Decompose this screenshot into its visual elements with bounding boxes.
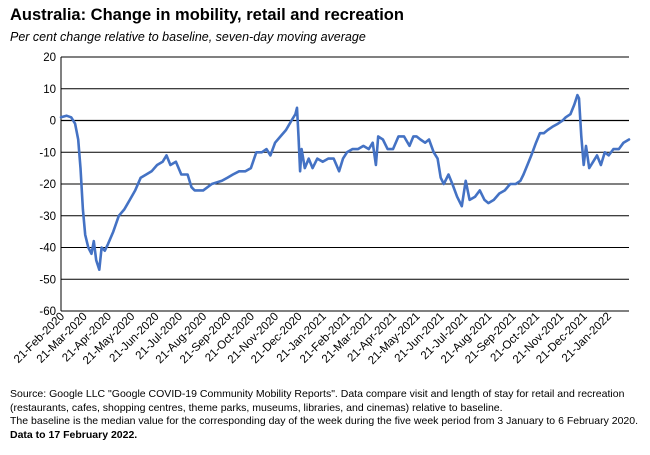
source-line-2: The baseline is the median value for the… <box>10 415 639 427</box>
chart-title: Australia: Change in mobility, retail an… <box>10 6 404 24</box>
source-note: Source: Google LLC "Google COVID-19 Comm… <box>10 388 642 442</box>
y-tick-label: -10 <box>39 147 56 159</box>
y-tick-label: -40 <box>39 243 56 255</box>
y-tick-label: -30 <box>39 211 56 223</box>
series-line <box>59 93 631 271</box>
y-tick-label: -60 <box>39 306 56 318</box>
line-chart: -60-50-40-30-20-100102021-Feb-202021-Mar… <box>12 52 631 367</box>
source-line-1: Source: Google LLC "Google COVID-19 Comm… <box>10 388 625 414</box>
y-tick-label: -50 <box>39 274 56 286</box>
chart-subtitle: Per cent change relative to baseline, se… <box>10 30 366 44</box>
y-tick-label: 10 <box>43 84 56 96</box>
source-data-date: Data to 17 February 2022. <box>10 428 138 441</box>
y-tick-label: 20 <box>43 52 56 64</box>
y-tick-label: 0 <box>50 116 56 128</box>
y-tick-label: -20 <box>39 179 56 191</box>
